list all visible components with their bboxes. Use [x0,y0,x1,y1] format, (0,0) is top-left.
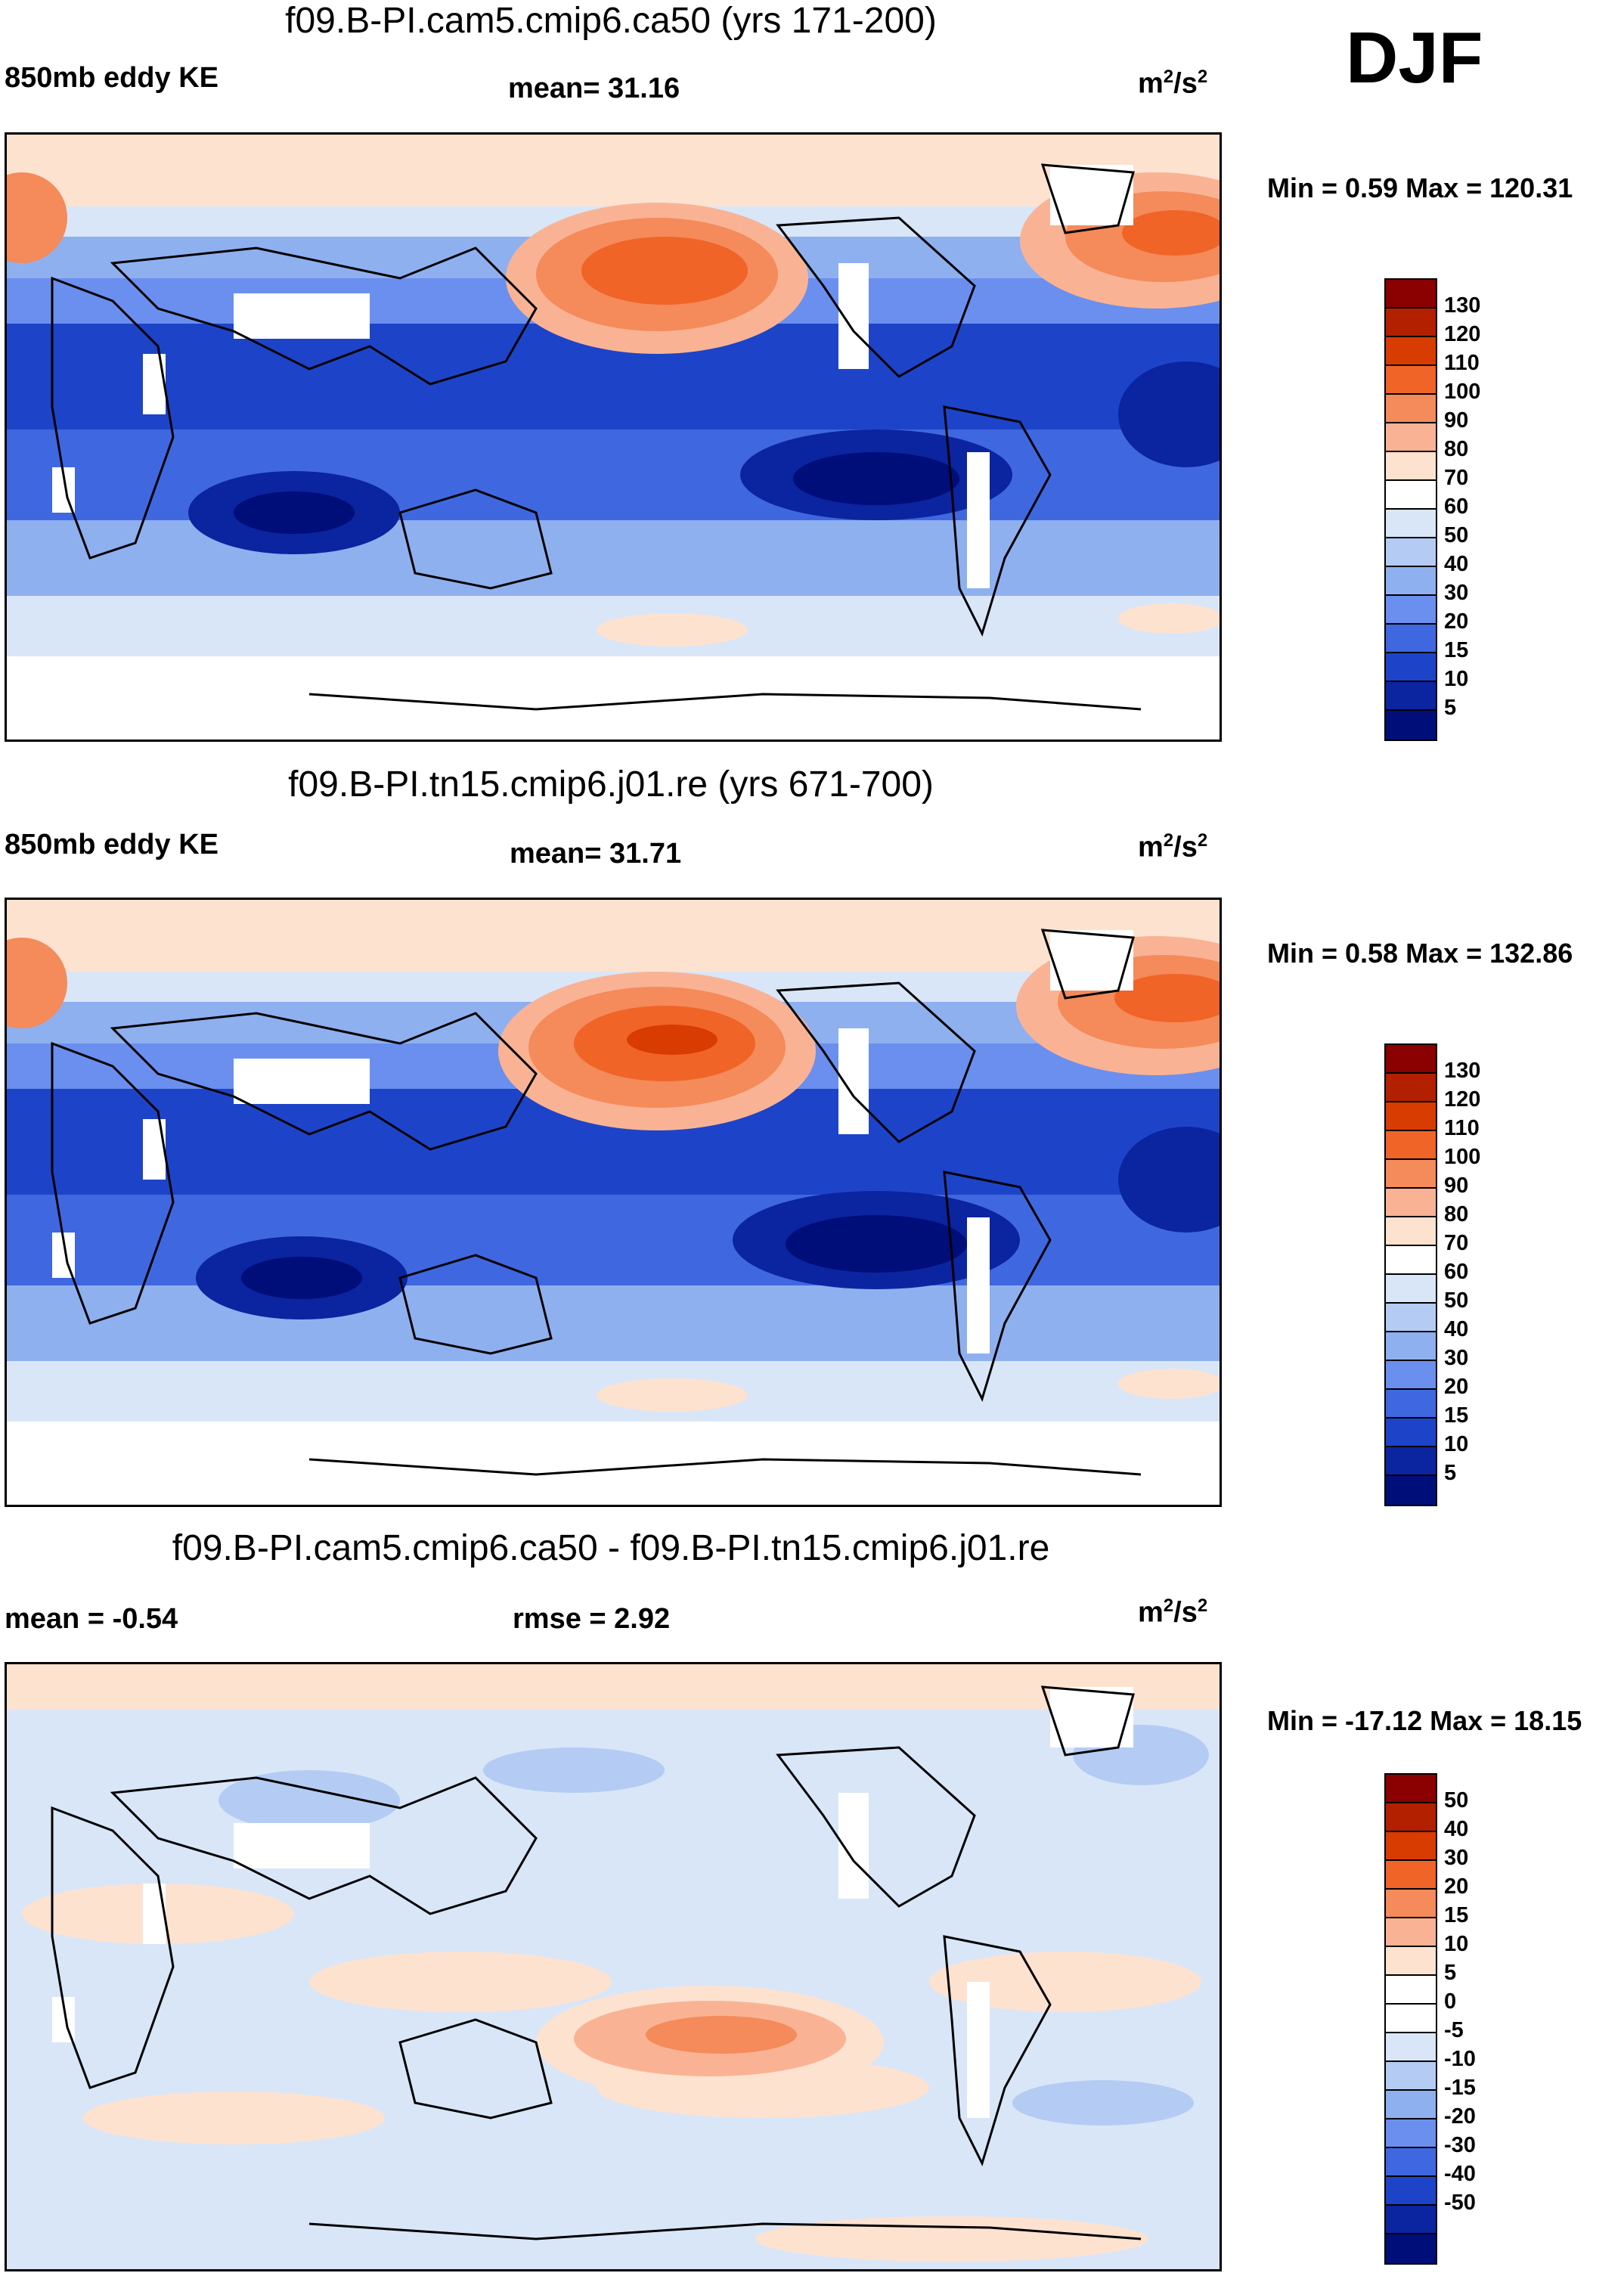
panel2-tick: 50 [1444,1288,1469,1313]
panel2-colorbar [1384,1043,1437,1506]
panel2-mean-label: mean= 31.71 [510,838,682,870]
panel3-title: f09.B-PI.cam5.cmip6.ca50 - f09.B-PI.tn15… [172,1528,1050,1568]
panel2-variable-label: 850mb eddy KE [5,829,218,860]
panel1-units: m2/s2 [1138,67,1208,100]
panel2-tick: 60 [1444,1260,1469,1284]
panel3-mean-label: mean = -0.54 [5,1603,178,1635]
panel3-tick: 10 [1444,1932,1469,1956]
panel2-tick: 5 [1444,1461,1457,1485]
panel2-tick: 15 [1444,1403,1469,1428]
panel2-tick: 100 [1444,1145,1481,1169]
panel3-tick: -50 [1444,2191,1476,2215]
panel1-tick: 15 [1444,638,1469,662]
panel2-tick: 110 [1444,1116,1480,1140]
panel3-tick: 20 [1444,1874,1469,1899]
panel1-tick: 70 [1444,466,1469,490]
panel3-rmse-label: rmse = 2.92 [513,1603,671,1635]
panel3-tick: -40 [1444,2162,1476,2186]
panel3-tick: 15 [1444,1903,1469,1927]
panel3-map [5,1662,1222,2271]
panel3-minmax: Min = -17.12 Max = 18.15 [1267,1705,1582,1736]
panel3-tick: 50 [1444,1788,1469,1812]
season-label: DJF [1346,17,1483,98]
panel2-tick: 90 [1444,1174,1469,1198]
panel2-minmax: Min = 0.58 Max = 132.86 [1267,938,1573,969]
panel3-tick: -30 [1444,2133,1476,2157]
panel1-tick: 120 [1444,322,1481,346]
panel3-tick: 0 [1444,1989,1457,2014]
panel3-tick: -5 [1444,2018,1464,2042]
panel1-tick: 100 [1444,380,1481,404]
panel3-tick: 40 [1444,1817,1469,1841]
panel3-tick: -20 [1444,2104,1476,2129]
panel1-tick: 10 [1444,667,1469,691]
panel3-units: m2/s2 [1138,1595,1208,1629]
panel2-tick: 30 [1444,1346,1469,1370]
panel1-tick: 40 [1444,552,1469,576]
panel3-tick: 30 [1444,1846,1469,1870]
panel2-tick: 120 [1444,1087,1481,1112]
panel2-tick: 70 [1444,1231,1469,1255]
panel2-tick: 40 [1444,1317,1469,1341]
panel1-tick: 5 [1444,696,1457,720]
panel2-tick: 130 [1444,1059,1481,1083]
panel1-tick: 20 [1444,609,1469,634]
panel1-map [5,132,1222,742]
panel1-tick: 60 [1444,495,1469,519]
panel1-minmax: Min = 0.59 Max = 120.31 [1267,172,1573,203]
panel1-variable-label: 850mb eddy KE [5,62,218,94]
panel2-map [5,898,1222,1507]
panel2-tick: 10 [1444,1432,1469,1456]
panel3-tick: -15 [1444,2076,1476,2100]
panel3-tick: 5 [1444,1961,1457,1985]
panel1-tick: 30 [1444,581,1469,605]
panel1-tick: 50 [1444,523,1469,547]
panel2-tick: 20 [1444,1375,1469,1399]
panel1-tick: 110 [1444,351,1480,375]
panel1-colorbar [1384,278,1437,741]
panel3-colorbar [1384,1773,1437,2265]
panel2-title: f09.B-PI.tn15.cmip6.j01.re (yrs 671-700) [288,764,934,805]
panel1-title: f09.B-PI.cam5.cmip6.ca50 (yrs 171-200) [285,1,937,41]
panel2-units: m2/s2 [1138,830,1208,864]
panel2-tick: 80 [1444,1202,1469,1226]
panel1-mean-label: mean= 31.16 [508,73,680,104]
panel1-tick: 90 [1444,408,1469,433]
panel1-tick: 80 [1444,437,1469,461]
panel1-tick: 130 [1444,293,1481,318]
panel3-tick: -10 [1444,2047,1476,2071]
